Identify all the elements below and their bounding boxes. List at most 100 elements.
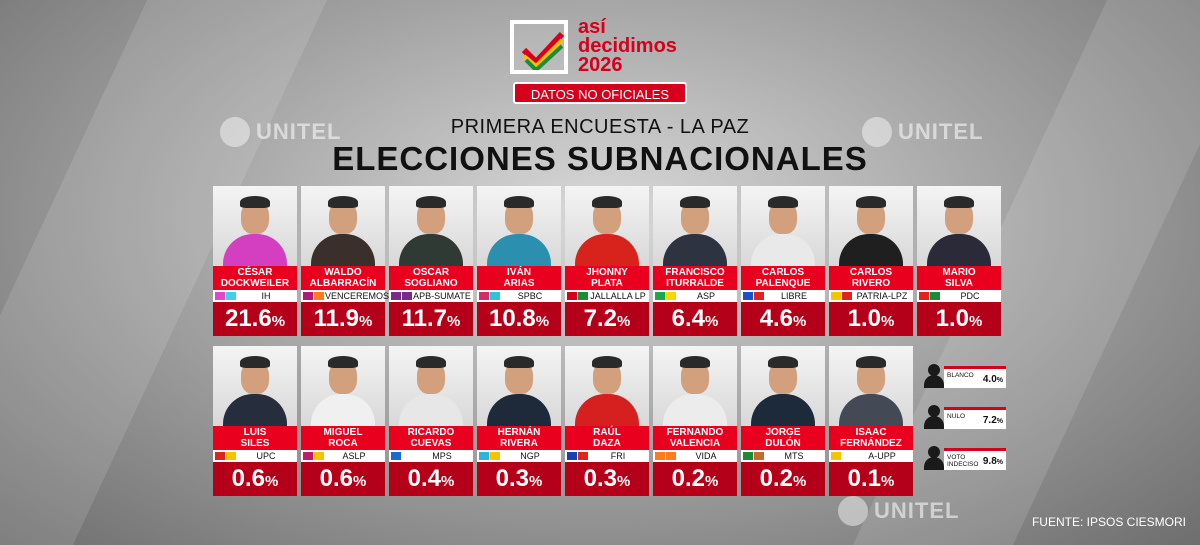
unitel-watermark-icon	[838, 496, 868, 526]
party-color-swatch	[215, 452, 225, 460]
candidate-percentage: 0.2%	[653, 462, 737, 496]
candidate-photo	[741, 346, 825, 426]
candidate-name: CÉSAR DOCKWEILER	[213, 266, 297, 290]
party-name: LIBRE	[780, 291, 807, 301]
party-color-swatch	[314, 292, 324, 300]
party-color-swatch	[666, 452, 676, 460]
party-bar: UPC	[213, 450, 297, 462]
party-name: SPBC	[517, 291, 543, 301]
logo-line-1: así	[578, 16, 606, 38]
logo-line-3: 2026	[578, 54, 623, 76]
party-color-swatch	[842, 452, 852, 460]
party-color-swatch	[303, 292, 313, 300]
party-color-swatch	[567, 292, 577, 300]
party-bar: PATRIA-LPZ	[829, 290, 913, 302]
candidate-photo	[565, 346, 649, 426]
candidate-name: CARLOS PALENQUE	[741, 266, 825, 290]
party-name: PDC	[960, 291, 980, 301]
candidate-percentage: 0.3%	[477, 462, 561, 496]
party-color-swatch	[655, 452, 665, 460]
asi-decidimos-logo: así decidimos 2026	[510, 16, 690, 100]
candidate-card: LUIS SILES UPC 0.6%	[213, 346, 297, 496]
party-bar: NGP	[477, 450, 561, 462]
candidate-photo	[301, 186, 385, 266]
candidate-card: IVÁN ARIAS SPBC 10.8%	[477, 186, 561, 336]
candidate-percentage: 7.2%	[565, 302, 649, 336]
party-name: MPS	[432, 451, 452, 461]
party-color-swatch	[567, 452, 577, 460]
party-color-swatch	[743, 452, 753, 460]
party-color-swatch	[226, 292, 236, 300]
candidate-photo	[477, 186, 561, 266]
party-color-swatch	[314, 452, 324, 460]
candidate-percentage: 21.6%	[213, 302, 297, 336]
party-color-swatch	[490, 292, 500, 300]
candidate-photo	[653, 346, 737, 426]
party-name: JALLALLA LP	[590, 291, 646, 301]
candidate-card: MARIO SILVA PDC 1.0%	[917, 186, 1001, 336]
party-bar: PDC	[917, 290, 1001, 302]
party-color-swatch	[919, 292, 929, 300]
party-name: IH	[261, 291, 271, 301]
candidate-card: RICARDO CUEVAS MPS 0.4%	[389, 346, 473, 496]
candidate-name: HERNÁN RIVERA	[477, 426, 561, 450]
party-color-swatch	[655, 292, 665, 300]
party-color-swatch	[402, 452, 412, 460]
party-color-swatch	[490, 452, 500, 460]
candidate-name: FRANCISCO ITURRALDE	[653, 266, 737, 290]
candidate-photo	[741, 186, 825, 266]
party-color-swatch	[226, 452, 236, 460]
candidate-card: FRANCISCO ITURRALDE ASP 6.4%	[653, 186, 737, 336]
blank-vote-item: BLANCO 4.0%	[924, 364, 1006, 390]
party-name: VENCEREMOS	[325, 291, 390, 301]
page-title: ELECCIONES SUBNACIONALES	[332, 140, 868, 177]
blank-vote-value: 4.0%	[982, 374, 1003, 385]
candidate-percentage: 11.7%	[389, 302, 473, 336]
candidate-photo	[477, 346, 561, 426]
candidate-card: MIGUEL ROCA ASLP 0.6%	[301, 346, 385, 496]
candidate-name: FERNANDO VALENCIA	[653, 426, 737, 450]
candidate-percentage: 0.6%	[213, 462, 297, 496]
party-name: PATRIA-LPZ	[856, 291, 908, 301]
party-bar: VENCEREMOS	[301, 290, 390, 302]
party-color-swatch	[479, 292, 489, 300]
person-silhouette-icon	[928, 446, 940, 458]
candidate-photo	[917, 186, 1001, 266]
party-bar: ASP	[653, 290, 737, 302]
candidate-name: ISAAC FERNÁNDEZ	[829, 426, 913, 450]
candidate-percentage: 0.1%	[829, 462, 913, 496]
blank-vote-label: BLANCO	[947, 372, 974, 379]
party-name: A-UPP	[868, 451, 896, 461]
party-color-swatch	[754, 292, 764, 300]
candidate-name: RICARDO CUEVAS	[389, 426, 473, 450]
unitel-watermark-icon	[862, 117, 892, 147]
candidate-photo	[213, 186, 297, 266]
candidate-card: CARLOS RIVERO PATRIA-LPZ 1.0%	[829, 186, 913, 336]
party-color-swatch	[743, 292, 753, 300]
person-silhouette-icon	[928, 405, 940, 417]
candidate-name: WALDO ALBARRACÍN	[301, 266, 385, 290]
party-name: APB-SUMATE	[413, 291, 471, 301]
party-name: FRI	[610, 451, 626, 461]
party-name: ASLP	[342, 451, 366, 461]
person-silhouette-icon	[928, 364, 940, 376]
candidate-photo	[213, 346, 297, 426]
party-color-swatch	[391, 292, 401, 300]
party-name: MTS	[784, 451, 804, 461]
candidate-card: JORGE DULÓN MTS 0.2%	[741, 346, 825, 496]
candidate-percentage: 0.2%	[741, 462, 825, 496]
candidate-percentage: 11.9%	[301, 302, 385, 336]
candidate-name: MIGUEL ROCA	[301, 426, 385, 450]
survey-subtitle: PRIMERA ENCUESTA - LA PAZ	[450, 116, 750, 138]
undecided-vote-value: 9.8%	[982, 456, 1003, 467]
candidate-percentage: 10.8%	[477, 302, 561, 336]
unitel-watermark: UNITEL	[898, 119, 984, 144]
party-name: VIDA	[695, 451, 717, 461]
candidate-name: IVÁN ARIAS	[477, 266, 561, 290]
candidate-card: FERNANDO VALENCIA VIDA 0.2%	[653, 346, 737, 496]
logo-text: así decidimos 2026	[578, 16, 677, 76]
party-bar: MPS	[389, 450, 473, 462]
party-color-swatch	[391, 452, 401, 460]
candidate-card: WALDO ALBARRACÍN VENCEREMOS 11.9%	[301, 186, 390, 336]
candidate-card: HERNÁN RIVERA NGP 0.3%	[477, 346, 561, 496]
